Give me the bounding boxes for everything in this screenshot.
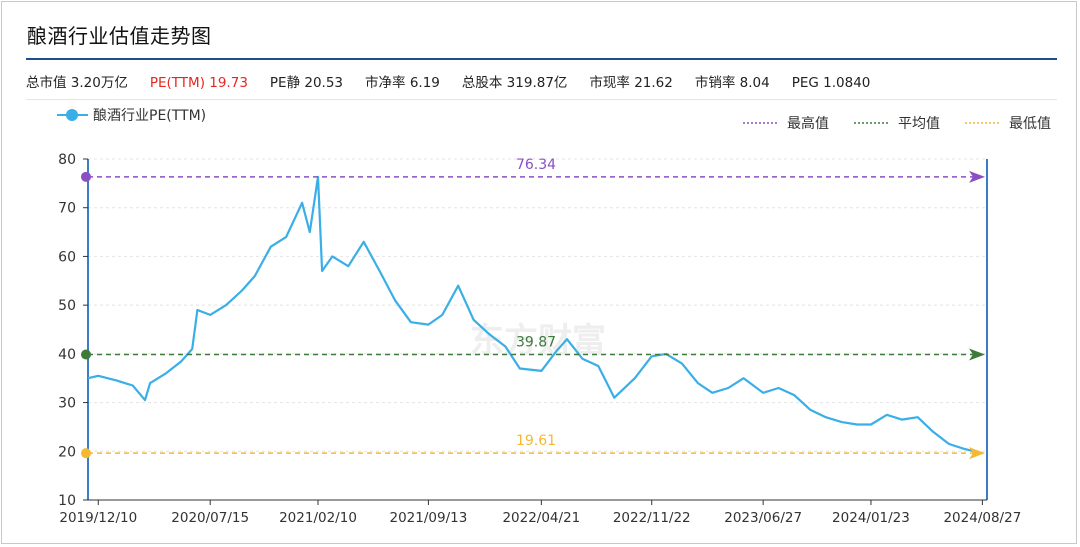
x-tick-label-4: 2022/04/21 bbox=[502, 510, 580, 526]
ref-label-0: 76.34 bbox=[516, 157, 556, 173]
stat-7: PEG 1.0840 bbox=[791, 75, 871, 91]
legend-series-label: 酿酒行业PE(TTM) bbox=[93, 108, 206, 124]
stat-0: 总市值 3.20万亿 bbox=[26, 75, 128, 91]
legend-ref-label-1: 平均值 bbox=[898, 116, 940, 132]
stats-bar: 总市值 3.20万亿 PE(TTM) 19.73 PE静 20.53 市净率 6.19… bbox=[26, 71, 892, 91]
x-tick-label-8: 2024/08/27 bbox=[943, 510, 1021, 526]
y-tick-label-20: 20 bbox=[58, 444, 76, 460]
x-tick-label-3: 2021/09/13 bbox=[389, 510, 467, 526]
ref-end-arrow-2 bbox=[969, 447, 985, 460]
stat-2: PE静 20.53 bbox=[269, 75, 344, 91]
ref-label-2: 19.61 bbox=[516, 433, 556, 449]
y-tick-label-70: 70 bbox=[58, 201, 76, 217]
ref-start-dot-1 bbox=[81, 349, 91, 360]
x-tick-label-2: 2021/02/10 bbox=[279, 510, 357, 526]
x-tick-label-6: 2023/06/27 bbox=[724, 510, 802, 526]
ref-end-arrow-0 bbox=[969, 170, 985, 183]
ref-start-dot-0 bbox=[81, 171, 91, 182]
ref-end-arrow-1 bbox=[969, 348, 985, 361]
page-title: 酿酒行业估值走势图 bbox=[27, 24, 212, 48]
y-tick-label-40: 40 bbox=[58, 347, 76, 363]
stats-divider bbox=[26, 99, 1057, 100]
legend-ref-label-2: 最低值 bbox=[1009, 116, 1051, 132]
pe-series-line bbox=[87, 175, 983, 455]
stat-6: 市销率 8.04 bbox=[694, 75, 770, 91]
legend-series-dot bbox=[66, 109, 78, 121]
y-tick-label-30: 30 bbox=[58, 396, 76, 412]
x-tick-label-0: 2019/12/10 bbox=[59, 510, 137, 526]
legend-ref-label-0: 最高值 bbox=[787, 115, 829, 132]
ref-start-dot-2 bbox=[81, 448, 91, 459]
y-tick-label-80: 80 bbox=[58, 152, 76, 168]
stat-3: 市净率 6.19 bbox=[365, 75, 440, 91]
ref-label-1: 39.87 bbox=[516, 334, 556, 350]
y-tick-label-10: 10 bbox=[58, 493, 76, 509]
x-tick-label-5: 2022/11/22 bbox=[613, 510, 691, 526]
stat-4: 总股本 319.87亿 bbox=[461, 75, 568, 91]
stat-1: PE(TTM) 19.73 bbox=[149, 75, 248, 91]
x-tick-label-7: 2024/01/23 bbox=[832, 510, 910, 526]
y-tick-label-50: 50 bbox=[58, 298, 76, 314]
x-tick-label-1: 2020/07/15 bbox=[171, 510, 249, 526]
stat-5: 市现率 21.62 bbox=[589, 75, 673, 91]
y-tick-label-60: 60 bbox=[58, 249, 76, 265]
title-divider bbox=[26, 58, 1057, 60]
